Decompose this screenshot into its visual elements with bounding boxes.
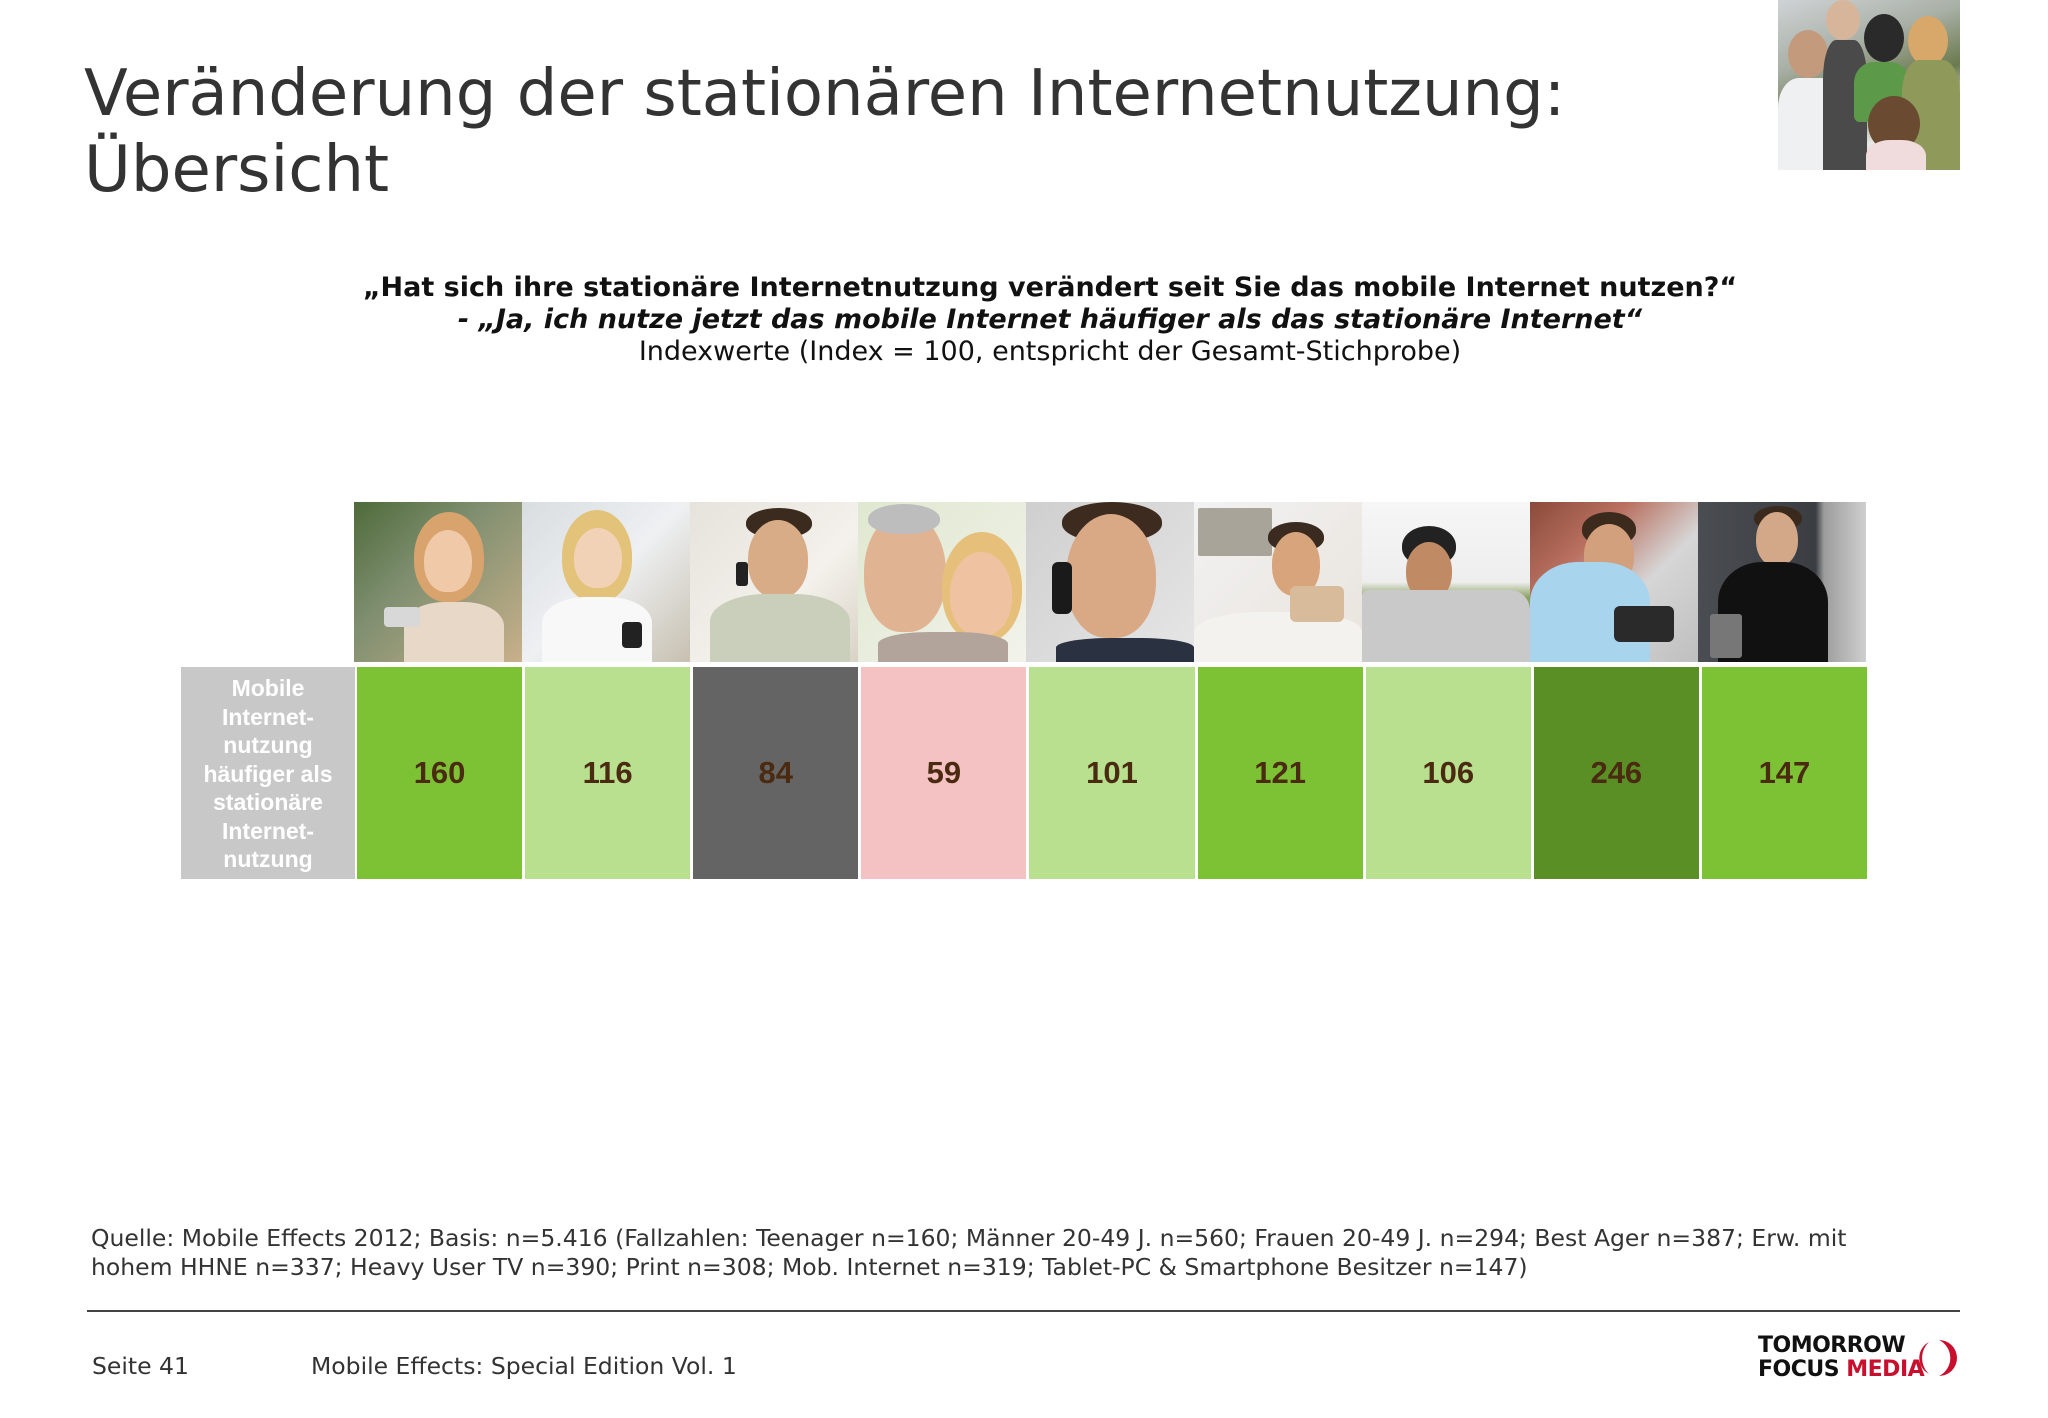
index-cell-teenager: 160: [357, 667, 523, 879]
index-cell-heavy-user-tv: 121: [1197, 667, 1363, 879]
index-value-row: 160 116 84 59 101 121 106 246 147: [357, 667, 1867, 879]
row-label-line: häufiger als: [203, 760, 333, 787]
index-cell-women-20-49: 116: [525, 667, 691, 879]
index-cell-men-20-49: 84: [693, 667, 859, 879]
row-label: Mobile Internet- nutzung häufiger als st…: [181, 667, 355, 879]
man-with-tablet-photo: [1530, 502, 1698, 662]
logo-line-1: TOMORROW: [1758, 1333, 1906, 1358]
segment-photo-strip: [354, 502, 1868, 662]
question-text: „Hat sich ihre stationäre Internetnutzun…: [362, 272, 1738, 303]
teenager-girl-texting-photo: [354, 502, 522, 662]
row-label-line: stationäre: [213, 789, 323, 816]
row-label-line: Internet-: [221, 817, 314, 844]
row-label-line: nutzung: [223, 846, 313, 873]
title-line-2: Übersicht: [84, 133, 390, 207]
index-cell-high-income: 101: [1029, 667, 1195, 879]
title-line-1: Veränderung der stationären Internetnutz…: [84, 57, 1566, 131]
index-cell-print: 106: [1365, 667, 1531, 879]
man-with-smartphone-laptop-photo: [1698, 502, 1866, 662]
people-on-phones-photo: [1778, 0, 1960, 170]
page-title: Veränderung der stationären Internetnutz…: [84, 56, 1684, 208]
tomorrow-focus-media-logo: TOMORROW FOCUS MEDIA: [1758, 1334, 1968, 1384]
survey-question: „Hat sich ihre stationäre Internetnutzun…: [300, 272, 1800, 368]
row-label-line: nutzung: [223, 732, 313, 759]
index-note: Indexwerte (Index = 100, entspricht der …: [638, 336, 1462, 367]
page-number: Seite 41: [92, 1352, 189, 1380]
logo-ring-icon: [1919, 1340, 1957, 1376]
row-label-line: Internet-: [221, 703, 314, 730]
man-reading-newspaper-photo: [1362, 502, 1530, 662]
man-on-phone-photo: [690, 502, 858, 662]
answer-text: - „Ja, ich nutze jetzt das mobile Intern…: [457, 304, 1643, 335]
logo-line-2: FOCUS MEDIA: [1758, 1357, 1925, 1382]
logo-focus: FOCUS: [1758, 1357, 1840, 1382]
row-label-line: Mobile: [231, 675, 305, 702]
best-ager-couple-photo: [858, 502, 1026, 662]
index-cell-best-ager: 59: [861, 667, 1027, 879]
businessman-on-phone-photo: [1026, 502, 1194, 662]
publication-title: Mobile Effects: Special Edition Vol. 1: [311, 1352, 737, 1380]
index-cell-tablet-smartphone: 147: [1701, 667, 1867, 879]
logo-media: MEDIA: [1846, 1357, 1925, 1382]
woman-texting-photo: [522, 502, 690, 662]
source-note: Quelle: Mobile Effects 2012; Basis: n=5.…: [91, 1224, 1847, 1281]
index-cell-mobile-internet: 246: [1533, 667, 1699, 879]
footer-divider: [87, 1310, 1960, 1312]
young-man-tv-remote-photo: [1194, 502, 1362, 662]
